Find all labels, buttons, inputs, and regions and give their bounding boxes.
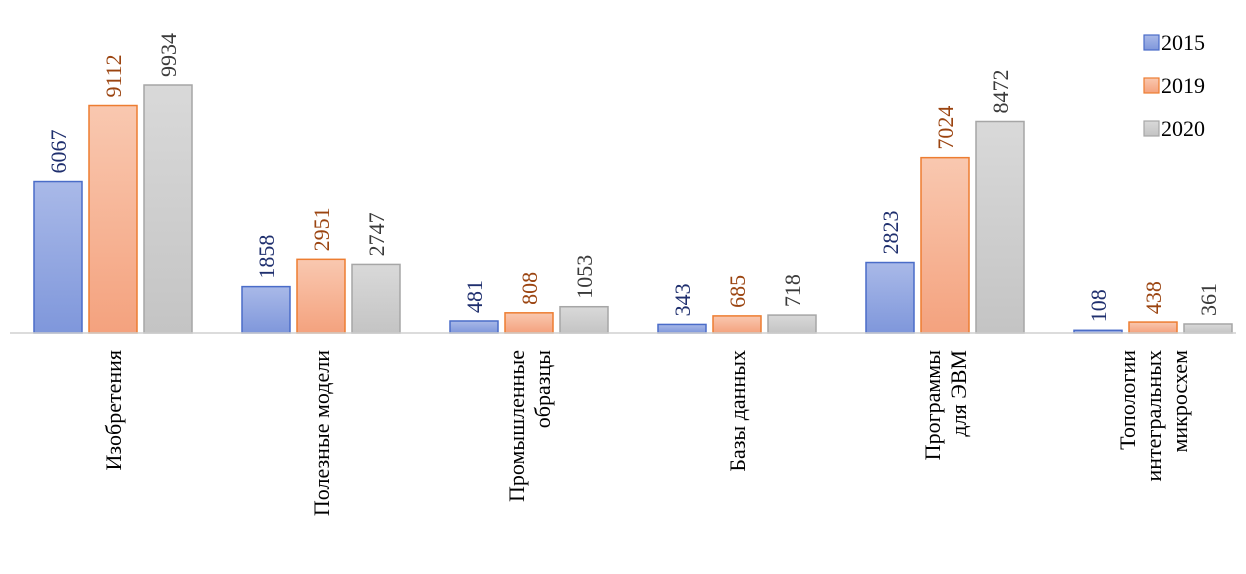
bar-2019-0 (88, 104, 138, 334)
legend-label-2019: 2019 (1161, 73, 1205, 98)
data-label-2019-2: 808 (517, 272, 542, 305)
category-label-1-line-0: Полезные модели (309, 350, 334, 516)
bar-2020-0 (143, 84, 193, 334)
bar-2015-0 (33, 180, 83, 334)
data-label-2019-0: 9112 (101, 54, 126, 97)
data-label-2020-5: 361 (1196, 283, 1221, 316)
legend-swatch-2019 (1143, 77, 1160, 94)
data-label-2015-5: 108 (1086, 289, 1111, 322)
data-label-2019-4: 7024 (933, 106, 958, 150)
category-label-3-line-0: Базы данных (725, 350, 750, 472)
category-label-4-line-1: для ЭВМ (946, 350, 971, 437)
data-label-2020-1: 2747 (364, 212, 389, 256)
data-label-2019-1: 2951 (309, 207, 334, 251)
legend-swatch-2015 (1143, 34, 1160, 51)
bar-2020-3 (767, 314, 817, 334)
category-label-5-line-2: микросхем (1167, 350, 1192, 453)
bar-2019-2 (504, 312, 554, 334)
legend-label-2020: 2020 (1161, 116, 1205, 141)
category-label-2-line-0: Промышленные (504, 350, 529, 502)
data-label-2020-4: 8472 (988, 69, 1013, 113)
bar-2015-3 (657, 323, 707, 334)
data-labels-layer: 6067 9112 9934 1858 2951 2747 481 808 1053 343 685… (46, 33, 1221, 322)
data-label-2015-4: 2823 (878, 211, 903, 255)
category-label-2-line-1: образцы (530, 350, 555, 428)
bar-2020-4 (975, 120, 1025, 334)
category-labels-layer: Изобретения Полезные модели Промышленные об… (101, 350, 1192, 516)
bar-2020-1 (351, 263, 401, 334)
bar-2020-5 (1183, 323, 1233, 334)
legend: 2015 2019 2020 (1143, 30, 1205, 141)
bar-2015-4 (865, 261, 915, 334)
bar-2019-3 (712, 315, 762, 334)
data-label-2019-5: 438 (1141, 281, 1166, 314)
data-label-2020-0: 9934 (156, 33, 181, 77)
bar-2019-5 (1128, 321, 1178, 334)
bar-2015-2 (449, 320, 499, 334)
bar-2020-2 (559, 305, 609, 334)
data-label-2020-2: 1053 (572, 255, 597, 299)
data-label-2020-3: 718 (780, 274, 805, 307)
category-label-0-line-0: Изобретения (101, 350, 126, 470)
data-label-2015-2: 481 (462, 280, 487, 313)
bar-2019-4 (920, 156, 970, 334)
data-label-2015-1: 1858 (254, 235, 279, 279)
legend-label-2015: 2015 (1161, 30, 1205, 55)
category-label-5-line-1: интегральных (1141, 350, 1166, 481)
category-label-5-line-0: Топологии (1115, 350, 1140, 450)
data-label-2015-3: 343 (670, 283, 695, 316)
bar-2015-1 (241, 285, 291, 334)
data-label-2019-3: 685 (725, 275, 750, 308)
bars-layer (33, 84, 1233, 334)
bar-2019-1 (296, 258, 346, 334)
data-label-2015-0: 6067 (46, 130, 71, 174)
category-label-4-line-0: Программы (920, 350, 945, 461)
legend-swatch-2020 (1143, 120, 1160, 137)
